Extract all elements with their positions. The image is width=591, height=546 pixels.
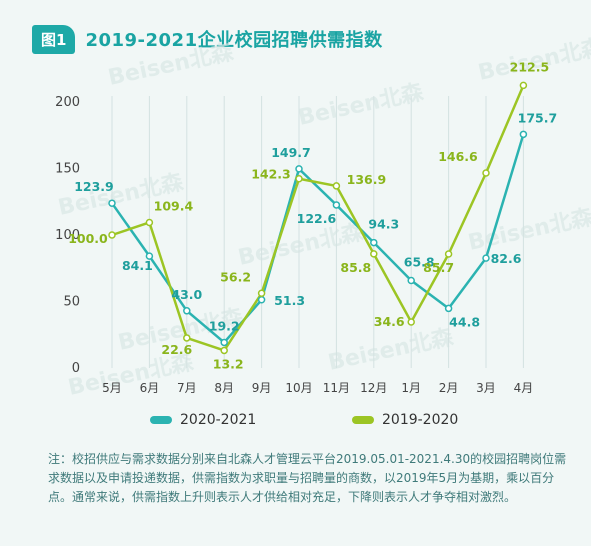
data-point xyxy=(482,254,490,262)
x-tick-label: 2月 xyxy=(439,381,459,395)
data-point xyxy=(183,307,191,315)
data-label: 56.2 xyxy=(220,269,251,284)
data-point xyxy=(444,250,453,258)
data-point xyxy=(257,296,266,304)
data-point xyxy=(407,318,415,326)
data-point xyxy=(370,238,378,247)
legend-label-2019-2020: 2019-2020 xyxy=(382,412,459,428)
data-label: 22.6 xyxy=(161,342,192,357)
data-point xyxy=(444,304,453,313)
data-label: 122.6 xyxy=(297,211,337,226)
watermark-text: Beisen北森 xyxy=(296,79,427,131)
data-label: 19.2 xyxy=(209,318,240,333)
data-label: 100.0 xyxy=(68,231,108,246)
legend-swatch-2020-2021 xyxy=(150,416,172,424)
watermark-text: Beisen北森 xyxy=(326,324,457,376)
data-point xyxy=(407,276,415,285)
data-point xyxy=(145,218,154,227)
data-point xyxy=(482,169,490,177)
x-tick-label: 9月 xyxy=(252,381,272,395)
x-tick-label: 3月 xyxy=(476,381,496,395)
x-tick-label: 6月 xyxy=(140,381,160,395)
data-label: 34.6 xyxy=(374,314,405,329)
y-tick-label: 0 xyxy=(72,361,80,376)
data-point xyxy=(257,289,266,298)
data-label: 43.0 xyxy=(171,287,202,302)
x-tick-label: 8月 xyxy=(214,381,234,395)
data-label: 146.6 xyxy=(438,149,478,164)
chart-plot: Beisen北森Beisen北森Beisen北森Beisen北森Beisen北森… xyxy=(55,34,591,401)
data-label: 142.3 xyxy=(251,167,291,182)
figure-badge: 图1 xyxy=(32,24,76,54)
data-label: 85.8 xyxy=(340,260,371,275)
x-tick-label: 10月 xyxy=(285,381,312,395)
x-tick-label: 7月 xyxy=(177,381,197,395)
data-label: 212.5 xyxy=(510,59,550,74)
data-label: 84.1 xyxy=(122,258,153,273)
data-point xyxy=(220,338,228,347)
data-point xyxy=(519,81,528,90)
chart-legend: 2020-2021 2019-2020 xyxy=(0,412,591,436)
footnote: 注：校招供应与需求数据分别来自北森人才管理云平台2019.05.01-2021.… xyxy=(48,452,567,504)
data-point xyxy=(183,334,191,342)
x-tick-label: 5月 xyxy=(102,381,122,395)
legend-item-2019-2020: 2019-2020 xyxy=(352,412,458,428)
data-point xyxy=(145,252,154,260)
y-tick-label: 150 xyxy=(55,162,80,177)
data-label: 94.3 xyxy=(368,217,399,232)
x-tick-label: 4月 xyxy=(514,381,534,395)
data-label: 175.7 xyxy=(518,110,558,125)
x-tick-label: 1月 xyxy=(401,381,421,395)
data-point xyxy=(108,231,116,239)
watermark-text: Beisen北森 xyxy=(106,39,237,91)
data-point xyxy=(295,165,303,173)
data-label: 123.9 xyxy=(74,179,114,194)
data-label: 136.9 xyxy=(347,172,387,187)
chart-title: 2019-2021企业校园招聘供需指数 xyxy=(85,30,383,51)
data-point xyxy=(332,182,341,190)
data-point xyxy=(108,199,116,207)
figure-header: 图1 2019-2021企业校园招聘供需指数 xyxy=(32,24,383,54)
data-point xyxy=(370,250,378,258)
data-point xyxy=(220,346,228,355)
series-line-green xyxy=(111,84,525,352)
data-label: 109.4 xyxy=(154,198,194,213)
data-label: 85.7 xyxy=(423,260,454,275)
data-label: 149.7 xyxy=(271,145,311,160)
legend-label-2020-2021: 2020-2021 xyxy=(180,412,257,428)
data-label: 82.6 xyxy=(491,251,522,266)
data-point xyxy=(519,130,528,139)
y-tick-label: 50 xyxy=(63,295,80,310)
series-line-teal xyxy=(110,133,525,344)
watermark-text: Beisen北森 xyxy=(466,204,591,256)
data-point xyxy=(332,201,341,209)
data-label: 13.2 xyxy=(213,356,244,371)
data-point xyxy=(295,174,303,183)
x-tick-label: 12月 xyxy=(360,381,387,395)
x-tick-label: 11月 xyxy=(323,381,350,395)
legend-swatch-2019-2020 xyxy=(352,416,374,424)
data-label: 65.8 xyxy=(404,254,435,269)
data-label: 44.8 xyxy=(449,314,480,329)
y-tick-label: 200 xyxy=(55,95,80,110)
y-tick-label: 100 xyxy=(55,228,80,243)
data-label: 51.3 xyxy=(274,293,305,308)
legend-item-2020-2021: 2020-2021 xyxy=(150,412,256,428)
